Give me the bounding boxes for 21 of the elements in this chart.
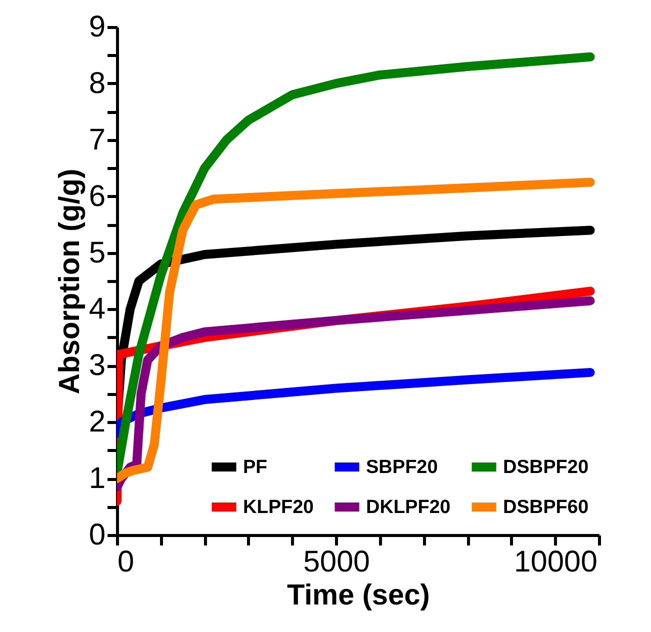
legend-label: KLPF20 [243, 497, 314, 518]
y-tick-label: 8 [88, 66, 106, 100]
legend-label: DSBPF60 [503, 497, 589, 518]
y-tick-label: 9 [88, 10, 106, 44]
y-tick-label: 6 [88, 180, 106, 213]
y-tick-label: 1 [88, 462, 106, 496]
x-tick-label: 0 [118, 546, 134, 578]
y-tick-label: 5 [88, 236, 106, 270]
legend-label: DSBPF20 [503, 457, 589, 478]
legend-label: SBPF20 [366, 457, 438, 478]
y-tick-label: 3 [88, 349, 106, 382]
x-tick-label: 5000 [303, 546, 370, 578]
legend-label: DKLPF20 [366, 497, 450, 518]
x-axis-title: Time (sec) [287, 580, 430, 612]
y-tick-label: 4 [88, 292, 106, 326]
y-tick-label: 0 [88, 518, 106, 552]
y-tick-label: 7 [88, 123, 106, 156]
y-axis-title: Absorption (g/g) [54, 168, 86, 394]
x-tick-label: 10000 [514, 546, 598, 578]
y-tick-label: 2 [88, 406, 106, 439]
legend-label: PF [243, 457, 268, 478]
